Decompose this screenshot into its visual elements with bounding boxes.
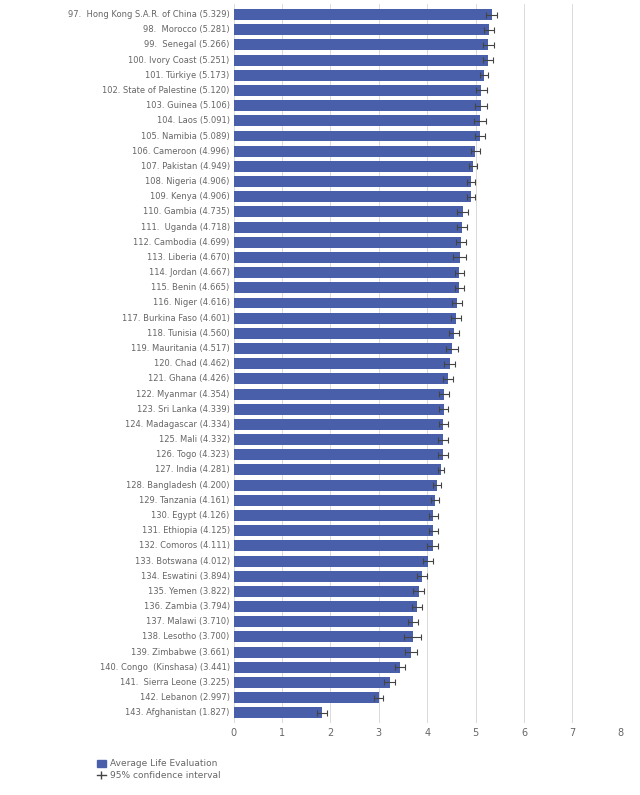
Text: 103. Guinea (5.106): 103. Guinea (5.106) bbox=[146, 101, 230, 111]
Bar bbox=[234, 631, 413, 642]
Text: 110. Gambia (4.735): 110. Gambia (4.735) bbox=[143, 207, 230, 216]
Bar bbox=[234, 419, 444, 430]
Text: 118. Tunisia (4.560): 118. Tunisia (4.560) bbox=[147, 329, 230, 338]
Text: 119. Mauritania (4.517): 119. Mauritania (4.517) bbox=[131, 344, 230, 353]
Text: 120. Chad (4.462): 120. Chad (4.462) bbox=[154, 359, 230, 368]
Text: 134. Eswatini (3.894): 134. Eswatini (3.894) bbox=[141, 572, 230, 580]
Bar bbox=[234, 571, 422, 582]
Text: 101. Türkiye (5.173): 101. Türkiye (5.173) bbox=[145, 71, 230, 80]
Bar bbox=[234, 328, 454, 339]
Text: 108. Nigeria (4.906): 108. Nigeria (4.906) bbox=[145, 177, 230, 186]
Bar bbox=[234, 389, 444, 400]
Bar bbox=[234, 9, 492, 20]
Legend: Average Life Evaluation, 95% confidence interval: Average Life Evaluation, 95% confidence … bbox=[97, 759, 221, 780]
Bar bbox=[234, 161, 473, 172]
Bar bbox=[234, 359, 449, 369]
Text: 142. Lebanon (2.997): 142. Lebanon (2.997) bbox=[140, 693, 230, 702]
Text: 114. Jordan (4.667): 114. Jordan (4.667) bbox=[148, 268, 230, 277]
Bar bbox=[234, 312, 456, 324]
Text: 99.  Senegal (5.266): 99. Senegal (5.266) bbox=[145, 41, 230, 49]
Bar bbox=[234, 404, 444, 415]
Text: 105. Namibia (5.089): 105. Namibia (5.089) bbox=[141, 131, 230, 141]
Bar bbox=[234, 646, 411, 657]
Bar bbox=[234, 479, 437, 491]
Text: 113. Liberia (4.670): 113. Liberia (4.670) bbox=[147, 253, 230, 262]
Text: 102. State of Palestine (5.120): 102. State of Palestine (5.120) bbox=[102, 86, 230, 95]
Bar bbox=[234, 510, 433, 521]
Bar bbox=[234, 525, 433, 536]
Bar bbox=[234, 343, 452, 354]
Bar bbox=[234, 297, 457, 308]
Text: 140. Congo  (Kinshasa) (3.441): 140. Congo (Kinshasa) (3.441) bbox=[100, 663, 230, 672]
Bar bbox=[234, 252, 460, 263]
Text: 126. Togo (4.323): 126. Togo (4.323) bbox=[156, 450, 230, 460]
Bar bbox=[234, 70, 484, 81]
Bar bbox=[234, 55, 488, 66]
Bar bbox=[234, 661, 400, 673]
Bar bbox=[234, 464, 441, 475]
Text: 98.  Morocco (5.281): 98. Morocco (5.281) bbox=[143, 25, 230, 34]
Text: 133. Botswana (4.012): 133. Botswana (4.012) bbox=[134, 556, 230, 565]
Bar bbox=[234, 145, 476, 157]
Text: 136. Zambia (3.794): 136. Zambia (3.794) bbox=[143, 602, 230, 611]
Bar bbox=[234, 25, 489, 35]
Bar bbox=[234, 176, 471, 187]
Text: 132. Comoros (4.111): 132. Comoros (4.111) bbox=[139, 541, 230, 550]
Bar bbox=[234, 692, 379, 703]
Text: 137. Malawi (3.710): 137. Malawi (3.710) bbox=[147, 617, 230, 626]
Bar bbox=[234, 586, 419, 597]
Text: 139. Zimbabwe (3.661): 139. Zimbabwe (3.661) bbox=[131, 648, 230, 657]
Text: 121. Ghana (4.426): 121. Ghana (4.426) bbox=[148, 374, 230, 383]
Text: 115. Benin (4.665): 115. Benin (4.665) bbox=[152, 283, 230, 293]
Text: 125. Mali (4.332): 125. Mali (4.332) bbox=[159, 435, 230, 444]
Bar bbox=[234, 237, 461, 248]
Bar bbox=[234, 85, 481, 96]
Text: 116. Niger (4.616): 116. Niger (4.616) bbox=[153, 298, 230, 308]
Bar bbox=[234, 434, 444, 445]
Text: 109. Kenya (4.906): 109. Kenya (4.906) bbox=[150, 192, 230, 201]
Bar bbox=[234, 100, 481, 111]
Text: 117. Burkina Faso (4.601): 117. Burkina Faso (4.601) bbox=[122, 314, 230, 323]
Bar bbox=[234, 556, 428, 567]
Bar bbox=[234, 494, 435, 506]
Text: 106. Cameroon (4.996): 106. Cameroon (4.996) bbox=[132, 147, 230, 156]
Bar bbox=[234, 601, 417, 612]
Text: 135. Yemen (3.822): 135. Yemen (3.822) bbox=[148, 587, 230, 596]
Text: 100. Ivory Coast (5.251): 100. Ivory Coast (5.251) bbox=[129, 56, 230, 64]
Text: 123. Sri Lanka (4.339): 123. Sri Lanka (4.339) bbox=[137, 405, 230, 413]
Text: 112. Cambodia (4.699): 112. Cambodia (4.699) bbox=[133, 238, 230, 246]
Text: 107. Pakistan (4.949): 107. Pakistan (4.949) bbox=[141, 162, 230, 171]
Bar bbox=[234, 616, 413, 627]
Text: 130. Egypt (4.126): 130. Egypt (4.126) bbox=[152, 511, 230, 520]
Bar bbox=[234, 541, 433, 551]
Bar bbox=[234, 708, 322, 719]
Bar bbox=[234, 449, 443, 460]
Text: 127. India (4.281): 127. India (4.281) bbox=[155, 465, 230, 475]
Text: 129. Tanzania (4.161): 129. Tanzania (4.161) bbox=[140, 496, 230, 505]
Bar bbox=[234, 677, 390, 688]
Text: 104. Laos (5.091): 104. Laos (5.091) bbox=[157, 116, 230, 126]
Text: 131. Ethiopia (4.125): 131. Ethiopia (4.125) bbox=[141, 526, 230, 535]
Text: 122. Myanmar (4.354): 122. Myanmar (4.354) bbox=[136, 390, 230, 398]
Bar bbox=[234, 267, 460, 278]
Bar bbox=[234, 282, 460, 293]
Text: 138. Lesotho (3.700): 138. Lesotho (3.700) bbox=[143, 633, 230, 642]
Text: 124. Madagascar (4.334): 124. Madagascar (4.334) bbox=[125, 420, 230, 429]
Bar bbox=[234, 207, 463, 217]
Text: 97.  Hong Kong S.A.R. of China (5.329): 97. Hong Kong S.A.R. of China (5.329) bbox=[68, 10, 230, 19]
Bar bbox=[234, 374, 448, 384]
Text: 143. Afghanistan (1.827): 143. Afghanistan (1.827) bbox=[125, 708, 230, 717]
Text: 111.  Uganda (4.718): 111. Uganda (4.718) bbox=[141, 223, 230, 231]
Bar bbox=[234, 192, 471, 202]
Bar bbox=[234, 222, 462, 233]
Text: 141.  Sierra Leone (3.225): 141. Sierra Leone (3.225) bbox=[120, 678, 230, 687]
Bar bbox=[234, 130, 480, 142]
Bar bbox=[234, 115, 480, 126]
Bar bbox=[234, 40, 488, 50]
Text: 128. Bangladesh (4.200): 128. Bangladesh (4.200) bbox=[126, 481, 230, 490]
